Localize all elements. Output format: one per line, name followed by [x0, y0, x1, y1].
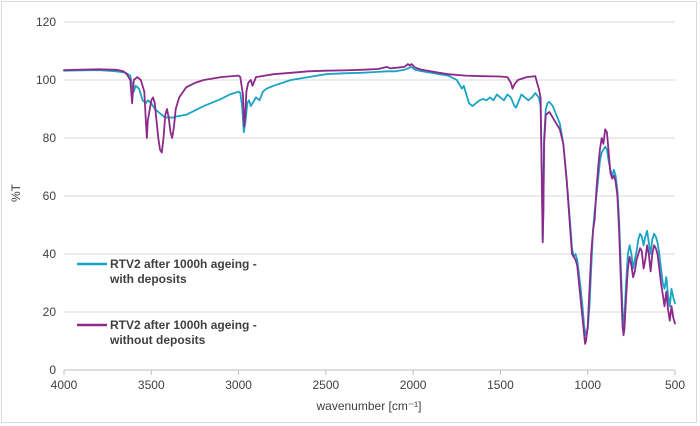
x-tick-label: 1000 — [574, 378, 601, 392]
x-axis-title: wavenumber [cm⁻¹] — [315, 399, 421, 413]
series-lines — [63, 63, 676, 345]
y-tick-label: 60 — [43, 189, 57, 203]
y-tick-label: 80 — [43, 131, 57, 145]
y-tick-label: 40 — [43, 247, 57, 261]
y-axis-title: %T — [9, 183, 23, 202]
x-tick-label: 4000 — [51, 378, 78, 392]
series-line-1 — [63, 66, 676, 337]
y-tick-label: 100 — [36, 73, 56, 87]
legend-label-1: RTV2 after 1000h ageing - — [110, 257, 257, 271]
legend-label-2: RTV2 after 1000h ageing - — [110, 318, 257, 332]
series-line-2 — [63, 63, 676, 345]
legend-label-1: with deposits — [109, 272, 187, 286]
y-tick-label: 20 — [43, 305, 57, 319]
x-tick-label: 3000 — [225, 378, 252, 392]
x-tick-label: 3500 — [138, 378, 165, 392]
legend: RTV2 after 1000h ageing -with depositsRT… — [77, 257, 257, 347]
y-tick-label: 0 — [49, 363, 56, 377]
x-tick-label: 2500 — [313, 378, 340, 392]
x-tick-label: 1500 — [487, 378, 514, 392]
legend-label-2: without deposits — [109, 333, 206, 347]
x-tick-label: 500 — [665, 378, 685, 392]
y-tick-label: 120 — [36, 15, 56, 29]
x-tick-label: 2000 — [400, 378, 427, 392]
axes: 0 20 40 60 80 100 120 4000 3500 3000 2500 2000 1500 1… — [36, 15, 685, 392]
